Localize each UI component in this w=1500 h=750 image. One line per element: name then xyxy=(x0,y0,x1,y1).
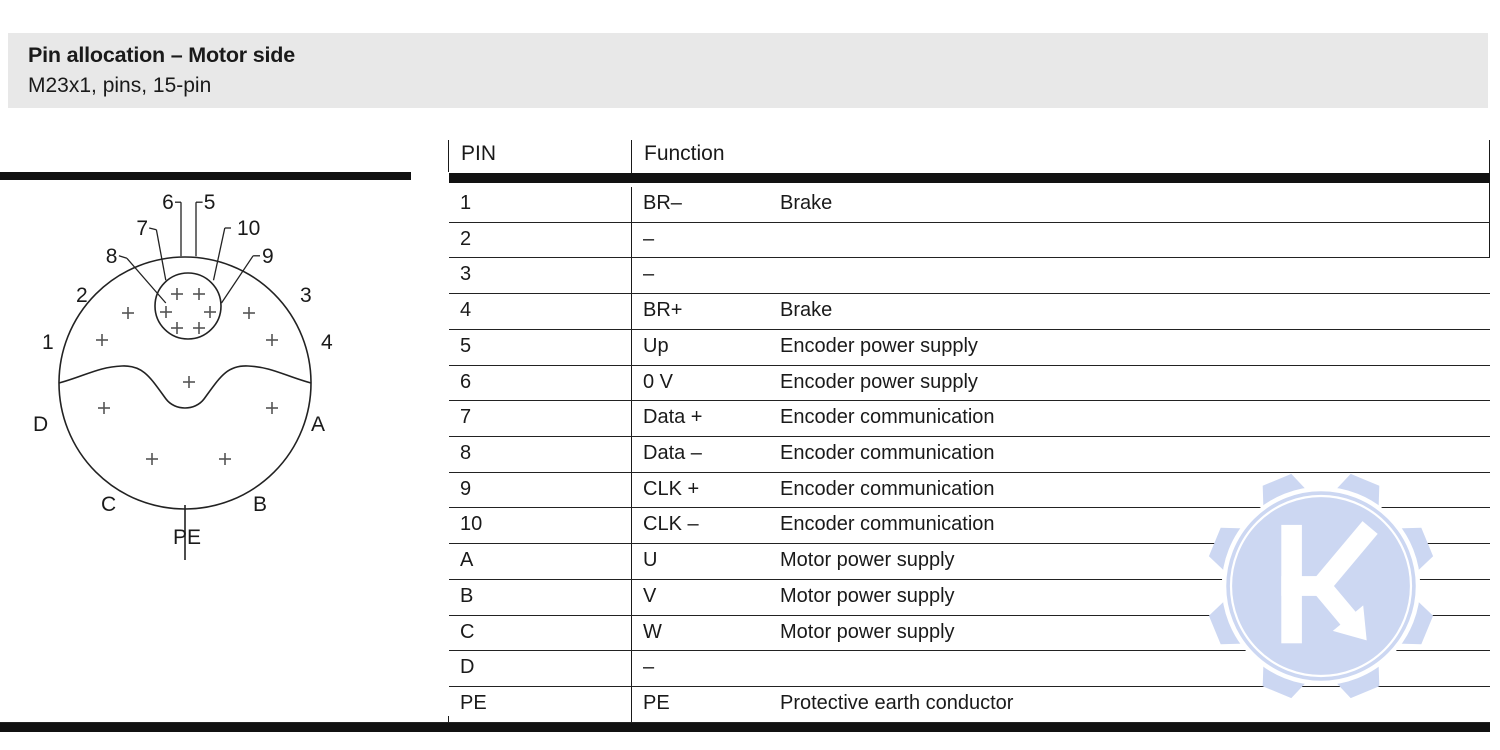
svg-text:10: 10 xyxy=(237,217,260,240)
svg-text:4: 4 xyxy=(321,331,333,354)
svg-text:PE: PE xyxy=(173,526,201,549)
svg-text:7: 7 xyxy=(136,217,148,240)
svg-text:5: 5 xyxy=(204,191,216,214)
svg-text:B: B xyxy=(253,493,267,516)
svg-text:1: 1 xyxy=(42,331,54,354)
svg-text:8: 8 xyxy=(106,245,118,268)
svg-text:3: 3 xyxy=(300,284,312,307)
svg-text:D: D xyxy=(33,413,48,436)
svg-text:2: 2 xyxy=(76,284,88,307)
svg-text:6: 6 xyxy=(162,191,174,214)
svg-text:9: 9 xyxy=(262,245,274,268)
svg-text:A: A xyxy=(311,413,325,436)
svg-text:C: C xyxy=(101,493,116,516)
